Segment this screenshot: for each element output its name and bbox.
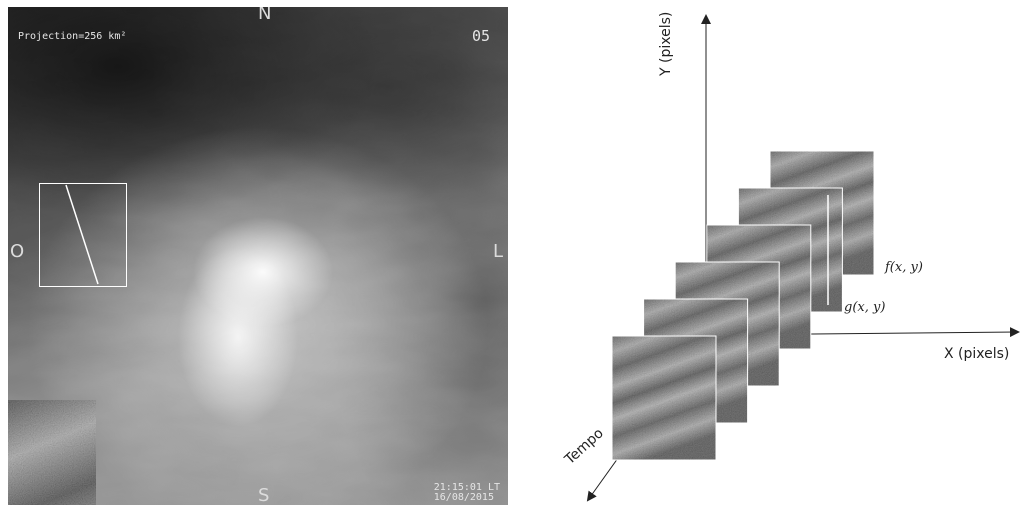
frame-f-label: f(x, y): [885, 260, 923, 275]
compass-west: O: [10, 241, 25, 262]
all-sky-image: Projection=256 km² 05 N S O L 21:15:01 L…: [8, 7, 508, 505]
diagram-canvas: [586, 14, 1020, 502]
image-frame: [611, 335, 717, 461]
frame-stack: [611, 150, 875, 461]
compass-north: N: [258, 7, 272, 24]
timestamp-time: 21:15:01 LT: [433, 482, 500, 493]
projection-label: Projection=256 km²: [18, 31, 127, 42]
y-axis-label: Y (pixels): [658, 11, 674, 76]
frame-number: 05: [471, 27, 490, 45]
wavefront-line: [65, 184, 99, 285]
timestamp-date: 16/08/2015: [433, 492, 494, 503]
timestamp: 21:15:01 LT 16/08/2015: [434, 483, 500, 503]
x-axis-label: X (pixels): [944, 346, 1010, 362]
inset-wave-image: [8, 400, 96, 505]
image-stack-diagram: Y (pixels) X (pixels) Tempo f(x, y) g(x,…: [548, 0, 1022, 508]
region-of-interest-box: [39, 183, 127, 287]
compass-east: L: [493, 241, 504, 262]
frame-g-label: g(x, y): [844, 300, 886, 315]
compass-south: S: [258, 485, 270, 505]
